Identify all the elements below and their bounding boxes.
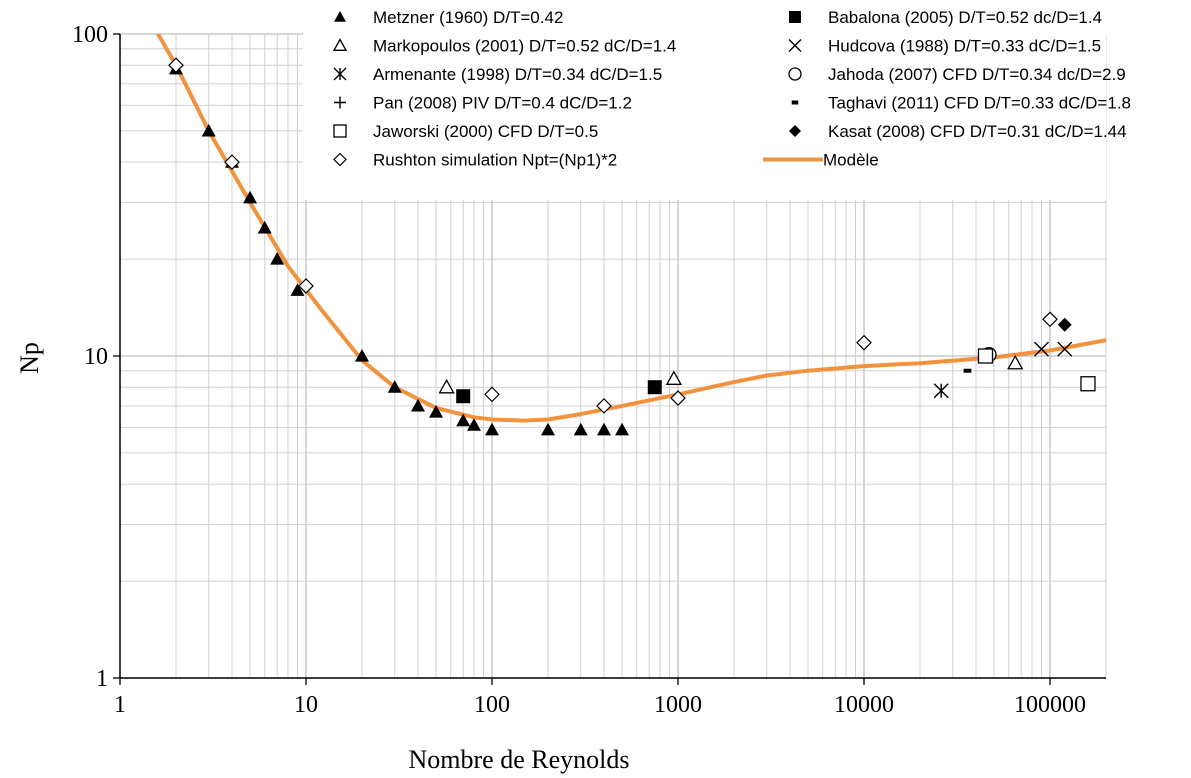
legend-item: Taghavi (2011) CFD D/T=0.33 dC/D=1.8 xyxy=(791,94,1131,113)
data-point xyxy=(1080,376,1096,392)
legend-marker xyxy=(788,39,802,52)
data-point xyxy=(456,389,471,404)
y-tick-label: 100 xyxy=(72,22,108,48)
axes xyxy=(113,33,1106,685)
legend: Metzner (1960) D/T=0.42 Babalona (2005) D… xyxy=(303,0,1131,200)
data-point xyxy=(1034,341,1049,357)
data-point xyxy=(484,386,500,403)
legend-label: Metzner (1960) D/T=0.42 xyxy=(373,8,563,27)
data-point xyxy=(1042,311,1058,328)
x-tick-label: 1 xyxy=(114,692,126,718)
data-point xyxy=(540,422,555,436)
legend-label: Jahoda (2007) CFD D/T=0.34 dc/D=2.9 xyxy=(828,65,1126,84)
legend-marker xyxy=(333,152,347,167)
legend-item: Kasat (2008) CFD D/T=0.31 dC/D=1.44 xyxy=(789,122,1127,141)
data-point xyxy=(224,154,240,170)
legend-marker xyxy=(791,100,799,105)
y-tick-label: 10 xyxy=(84,344,108,370)
legend-item: Modèle xyxy=(763,151,879,170)
data-point xyxy=(290,283,305,296)
legend-label: Rushton simulation Npt=(Np1)*2 xyxy=(373,151,617,170)
data-point xyxy=(257,220,272,234)
data-point xyxy=(168,57,184,74)
data-point xyxy=(438,378,455,394)
data-point xyxy=(665,370,682,385)
data-point xyxy=(615,422,630,436)
legend-marker xyxy=(334,11,346,22)
legend-item: Hudcova (1988) D/T=0.33 dC/D=1.5 xyxy=(788,37,1101,56)
x-tick-label: 100 xyxy=(474,692,510,718)
tick-labels: 1 10 100 1000 10000 100000 1 10 100 xyxy=(72,22,1086,718)
data-point xyxy=(429,405,444,418)
legend-marker xyxy=(333,124,347,138)
data-point xyxy=(963,368,972,373)
legend-marker xyxy=(788,67,802,81)
data-point xyxy=(670,390,686,406)
data-point xyxy=(243,190,258,204)
data-point xyxy=(933,383,949,399)
legend-item: Markopoulos (2001) D/T=0.52 dC/D=1.4 xyxy=(332,37,676,56)
data-point xyxy=(1057,341,1073,357)
legend-item: Jahoda (2007) CFD D/T=0.34 dc/D=2.9 xyxy=(788,65,1126,84)
x-tick-label: 100000 xyxy=(1014,692,1086,718)
legend-marker xyxy=(789,125,801,137)
y-axis-title: Np xyxy=(15,342,44,374)
plot-area xyxy=(156,34,1106,436)
legend-label: Kasat (2008) CFD D/T=0.31 dC/D=1.44 xyxy=(828,122,1127,141)
data-point xyxy=(647,380,662,395)
legend-marker xyxy=(334,96,346,109)
legend-label: Taghavi (2011) CFD D/T=0.33 dC/D=1.8 xyxy=(828,94,1131,113)
x-tick-label: 1000 xyxy=(654,692,702,718)
legend-item: Metzner (1960) D/T=0.42 xyxy=(334,8,563,27)
data-point xyxy=(596,422,611,436)
legend-marker xyxy=(789,11,801,23)
legend-label: Armenante (1998) D/T=0.34 dC/D=1.5 xyxy=(373,65,662,84)
legend-label: Modèle xyxy=(823,151,879,170)
legend-background xyxy=(303,0,1106,200)
data-point xyxy=(410,398,425,412)
x-axis-title: Nombre de Reynolds xyxy=(409,745,630,774)
x-tick-label: 10 xyxy=(294,692,318,718)
data-point xyxy=(201,123,216,137)
data-point xyxy=(270,252,285,265)
y-tick-label: 1 xyxy=(96,666,108,692)
data-point xyxy=(387,380,402,393)
x-tick-label: 10000 xyxy=(834,692,894,718)
data-point xyxy=(354,349,369,362)
data-point xyxy=(485,422,500,436)
series-line-modele xyxy=(156,34,1106,423)
legend-item: Babalona (2005) D/T=0.52 dc/D=1.4 xyxy=(789,8,1102,27)
data-point xyxy=(977,348,994,364)
legend-marker xyxy=(332,38,348,51)
data-point xyxy=(456,413,471,427)
legend-label: Markopoulos (2001) D/T=0.52 dC/D=1.4 xyxy=(373,37,676,56)
data-point xyxy=(573,422,588,436)
data-point xyxy=(856,334,872,351)
legend-item: Rushton simulation Npt=(Np1)*2 xyxy=(333,151,617,170)
legend-label: Babalona (2005) D/T=0.52 dc/D=1.4 xyxy=(828,8,1102,27)
legend-label: Jaworski (2000) CFD D/T=0.5 xyxy=(373,122,598,141)
legend-label: Pan (2008) PIV D/T=0.4 dC/D=1.2 xyxy=(373,94,632,113)
data-point xyxy=(466,418,481,431)
legend-item: Armenante (1998) D/T=0.34 dC/D=1.5 xyxy=(333,65,662,84)
data-point xyxy=(1057,317,1072,332)
legend-marker xyxy=(333,67,347,81)
legend-item: Pan (2008) PIV D/T=0.4 dC/D=1.2 xyxy=(334,94,632,113)
data-point xyxy=(596,398,612,414)
data-point xyxy=(298,278,314,294)
legend-label: Hudcova (1988) D/T=0.33 dC/D=1.5 xyxy=(828,37,1101,56)
legend-item: Jaworski (2000) CFD D/T=0.5 xyxy=(333,122,598,141)
data-point xyxy=(1007,354,1024,370)
